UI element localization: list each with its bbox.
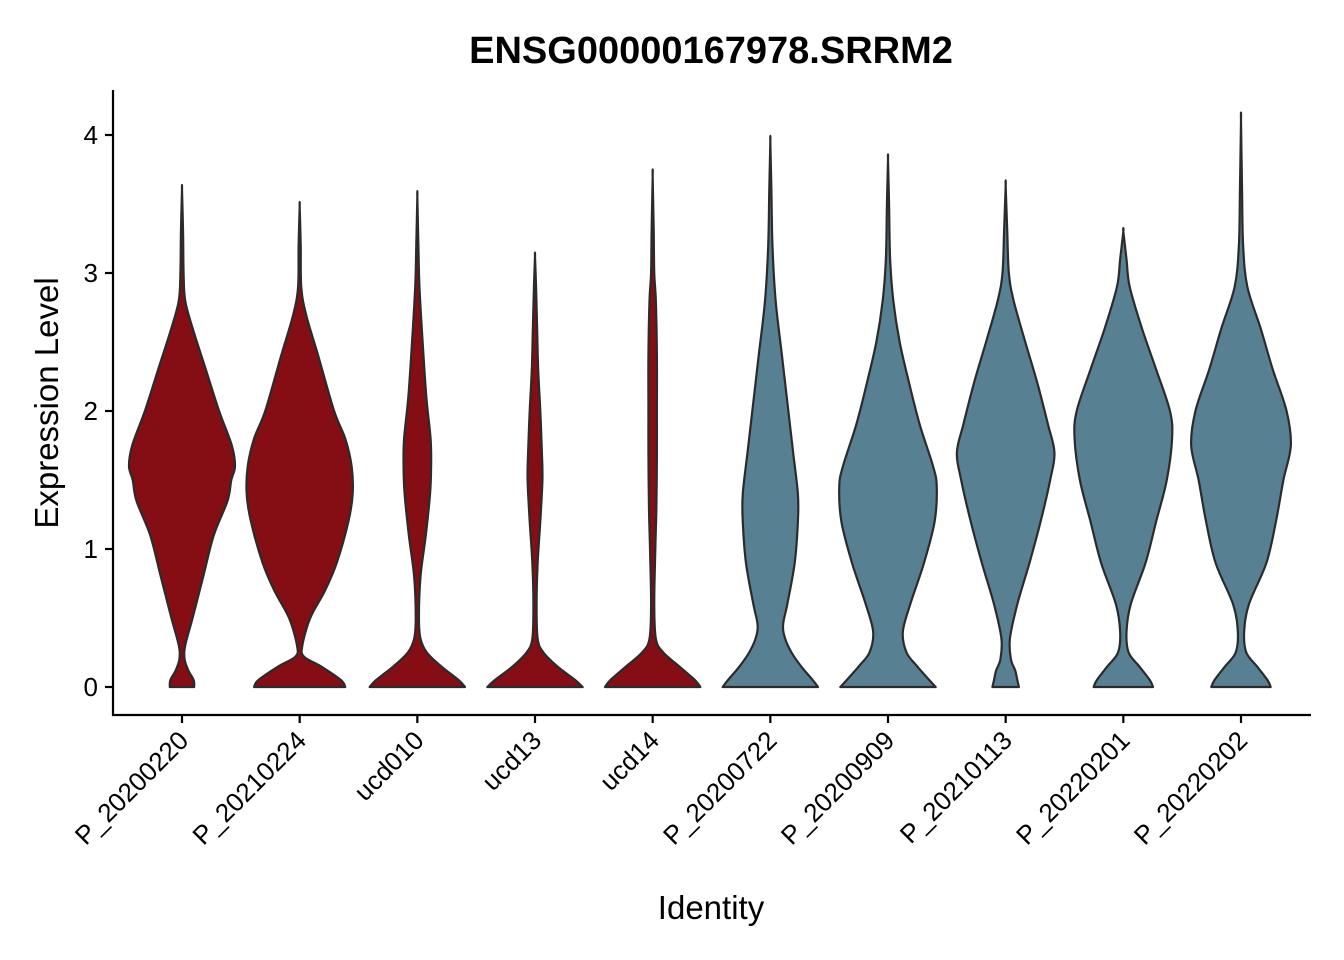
violin-p-20220201 bbox=[1073, 227, 1174, 689]
violin-ucd13 bbox=[486, 251, 584, 689]
y-axis-title: Expression Level bbox=[28, 277, 65, 528]
y-tick-label-1: 1 bbox=[84, 534, 98, 564]
violin-p-20220202 bbox=[1189, 111, 1293, 689]
x-tick-label-p-20200220: P_20200220 bbox=[69, 725, 195, 851]
violin-ucd010 bbox=[368, 189, 467, 689]
y-tick-label-3: 3 bbox=[84, 258, 98, 288]
x-tick-label-ucd010: ucd010 bbox=[348, 725, 430, 807]
x-tick-label-ucd13: ucd13 bbox=[476, 725, 547, 796]
x-tick-label-p-20210113: P_20210113 bbox=[894, 725, 1018, 849]
x-tick-label-p-20220202: P_20220202 bbox=[1128, 725, 1254, 851]
x-tick-label-ucd14: ucd14 bbox=[594, 725, 665, 796]
violin-p-20200909 bbox=[838, 153, 938, 689]
x-tick-label-p-20220201: P_20220201 bbox=[1010, 725, 1136, 851]
x-tick-label-p-20210224: P_20210224 bbox=[186, 725, 312, 851]
violin-ucd14 bbox=[603, 168, 702, 689]
violin-p-20200722 bbox=[721, 134, 820, 689]
violin-p-20210113 bbox=[955, 179, 1056, 689]
chart-title: ENSG00000167978.SRRM2 bbox=[469, 30, 953, 72]
y-tick-label-0: 0 bbox=[84, 672, 98, 702]
y-axis-ticks: 0 1 2 3 4 bbox=[84, 120, 113, 702]
x-tick-label-p-20200909: P_20200909 bbox=[775, 725, 901, 851]
y-tick-label-4: 4 bbox=[84, 120, 98, 150]
x-tick-label-p-20200722: P_20200722 bbox=[657, 725, 783, 851]
x-axis-title: Identity bbox=[658, 889, 765, 926]
violin-p-20200220 bbox=[127, 183, 237, 689]
violin-p-20210224 bbox=[245, 200, 355, 689]
violin-group bbox=[127, 111, 1293, 689]
y-tick-label-2: 2 bbox=[84, 396, 98, 426]
